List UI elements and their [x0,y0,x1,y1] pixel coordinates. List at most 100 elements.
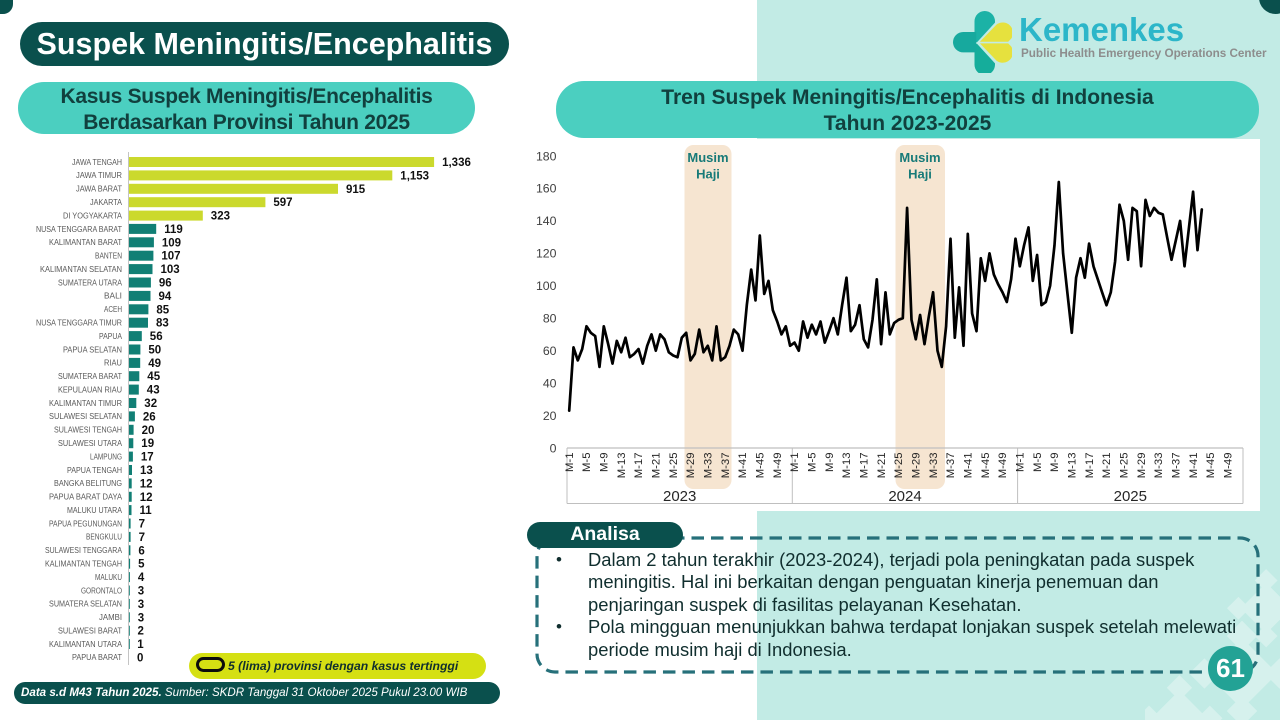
svg-text:1: 1 [137,639,144,651]
svg-text:83: 83 [156,318,169,330]
svg-text:BENGKULU: BENGKULU [86,532,122,542]
svg-text:M-5: M-5 [1032,453,1044,472]
svg-text:2025: 2025 [1114,488,1147,505]
svg-text:43: 43 [147,385,160,397]
svg-text:M-13: M-13 [616,453,628,479]
svg-text:PAPUA SELATAN: PAPUA SELATAN [63,344,122,354]
svg-text:Musim: Musim [687,150,728,165]
svg-text:PAPUA: PAPUA [99,331,122,341]
svg-text:56: 56 [150,331,163,343]
svg-text:3: 3 [138,599,144,611]
svg-text:32: 32 [144,398,157,410]
svg-text:3: 3 [138,586,144,598]
svg-text:M-33: M-33 [1153,453,1165,479]
svg-text:MALUKU: MALUKU [95,572,122,582]
svg-text:94: 94 [159,291,172,303]
svg-text:NUSA TENGGARA BARAT: NUSA TENGGARA BARAT [36,224,123,234]
svg-text:PAPUA PEGUNUNGAN: PAPUA PEGUNUNGAN [49,518,122,528]
svg-text:17: 17 [141,452,154,464]
svg-text:19: 19 [141,438,154,450]
svg-text:KALIMANTAN UTARA: KALIMANTAN UTARA [49,639,122,649]
svg-text:M-25: M-25 [893,453,905,479]
svg-text:5: 5 [138,559,145,571]
svg-text:M-49: M-49 [1223,453,1235,479]
svg-text:180: 180 [536,149,557,163]
svg-text:GORONTALO: GORONTALO [81,585,122,595]
svg-text:PAPUA BARAT DAYA: PAPUA BARAT DAYA [49,492,122,502]
svg-text:323: 323 [211,211,230,223]
svg-text:103: 103 [161,264,180,276]
svg-text:NUSA TENGGARA TIMUR: NUSA TENGGARA TIMUR [36,318,122,328]
svg-text:SULAWESI UTARA: SULAWESI UTARA [58,438,122,448]
svg-text:JAKARTA: JAKARTA [90,197,122,207]
svg-text:KALIMANTAN SELATAN: KALIMANTAN SELATAN [40,264,122,274]
svg-text:20: 20 [142,425,155,437]
svg-text:Haji: Haji [908,167,932,182]
svg-text:M-29: M-29 [685,453,697,479]
svg-text:RIAU: RIAU [104,358,122,368]
svg-text:M-1: M-1 [789,453,801,472]
svg-text:M-45: M-45 [980,453,992,479]
svg-text:BANGKA BELITUNG: BANGKA BELITUNG [54,478,122,488]
svg-text:DI YOGYAKARTA: DI YOGYAKARTA [63,210,122,220]
svg-text:M-29: M-29 [1136,453,1148,479]
svg-text:M-37: M-37 [720,453,732,479]
svg-text:PAPUA TENGAH: PAPUA TENGAH [67,465,122,475]
svg-text:1,336: 1,336 [442,157,471,169]
svg-text:M-5: M-5 [807,453,819,472]
svg-text:7: 7 [139,532,145,544]
svg-text:KEPULAUAN RIAU: KEPULAUAN RIAU [58,384,122,394]
svg-text:KALIMANTAN BARAT: KALIMANTAN BARAT [49,237,123,247]
svg-text:0: 0 [550,441,557,455]
svg-text:140: 140 [536,214,557,228]
svg-text:PAPUA BARAT: PAPUA BARAT [72,652,123,662]
svg-text:JAMBI: JAMBI [99,612,122,622]
svg-text:Haji: Haji [696,167,720,182]
svg-text:SULAWESI SELATAN: SULAWESI SELATAN [49,411,122,421]
svg-text:M-33: M-33 [703,453,715,479]
svg-text:JAWA TIMUR: JAWA TIMUR [76,170,122,180]
svg-text:M-37: M-37 [1171,453,1183,479]
svg-text:M-5: M-5 [581,453,593,472]
svg-text:SUMATERA BARAT: SUMATERA BARAT [58,371,123,381]
svg-text:ACEH: ACEH [104,304,122,314]
svg-text:BANTEN: BANTEN [95,251,122,261]
svg-text:JAWA TENGAH: JAWA TENGAH [72,157,122,167]
svg-text:M-33: M-33 [928,453,940,479]
svg-text:M-49: M-49 [772,453,784,479]
svg-text:SULAWESI TENGAH: SULAWESI TENGAH [54,425,122,435]
svg-text:2023: 2023 [663,488,696,505]
svg-text:100: 100 [536,279,557,293]
svg-text:M-9: M-9 [824,453,836,472]
svg-text:915: 915 [346,184,366,196]
svg-text:45: 45 [147,371,160,383]
svg-text:M-17: M-17 [633,453,645,479]
svg-text:KALIMANTAN TENGAH: KALIMANTAN TENGAH [45,559,122,569]
svg-text:597: 597 [273,197,292,209]
svg-text:M-9: M-9 [599,453,611,472]
svg-text:M-45: M-45 [1205,453,1217,479]
svg-text:Musim: Musim [899,150,940,165]
svg-text:M-21: M-21 [1101,453,1113,479]
svg-text:JAWA BARAT: JAWA BARAT [76,184,123,194]
svg-text:49: 49 [148,358,161,370]
svg-text:2024: 2024 [888,488,921,505]
svg-text:M-29: M-29 [911,453,923,479]
svg-text:LAMPUNG: LAMPUNG [90,451,122,461]
svg-text:1,153: 1,153 [400,170,429,182]
svg-text:M-13: M-13 [841,453,853,479]
svg-text:M-17: M-17 [859,453,871,479]
svg-text:M-21: M-21 [876,453,888,479]
svg-text:12: 12 [140,492,153,504]
svg-text:107: 107 [161,251,180,263]
svg-text:11: 11 [140,505,153,517]
svg-text:26: 26 [143,411,156,423]
svg-text:13: 13 [140,465,153,477]
svg-text:40: 40 [543,376,557,390]
svg-text:M-17: M-17 [1084,453,1096,479]
svg-text:50: 50 [148,345,161,357]
svg-text:7: 7 [139,519,145,531]
svg-text:M-45: M-45 [755,453,767,479]
svg-text:85: 85 [156,304,169,316]
svg-text:20: 20 [543,409,557,423]
